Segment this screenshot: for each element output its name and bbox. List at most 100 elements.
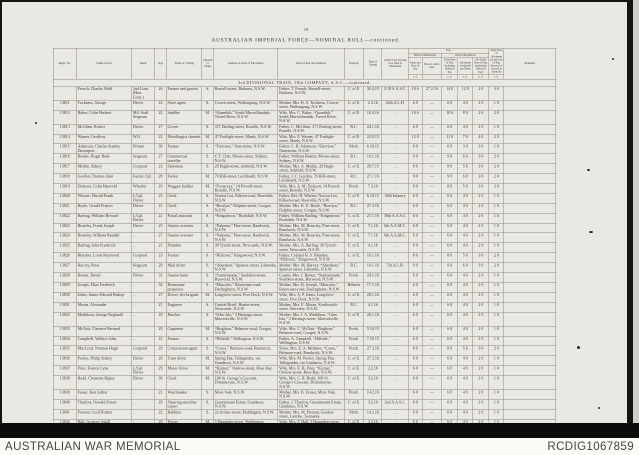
table-row: 13822 Barling, William Howard L/Cpl. Drive…	[52, 212, 556, 224]
cell-date_paid: —	[421, 193, 442, 204]
table-row: 13831 Moran, Alexander.. 21 Engineer S. Centr…	[52, 301, 556, 313]
cell-age: 28	[154, 173, 167, 184]
cell-allot: 6 0	[457, 173, 474, 184]
cell-daily: 6 0	[441, 375, 458, 390]
cell-unit: ..	[381, 252, 409, 263]
cell-address: “Rosslyn,” Dolphin-street, Coogee, N.S.W…	[213, 203, 279, 214]
cell-unit: ..	[381, 355, 409, 366]
cell-address: “Footscray,” 14 Powell-street, Rozelle, …	[213, 183, 279, 194]
cell-unit: 6th A.A.M.C.	[381, 232, 409, 244]
table-row: 13837 Prior, Francis Lyne L/Cpl. Driver 29 M…	[52, 365, 556, 376]
cell-net: 2 0	[472, 389, 490, 400]
cell-allot: 4 0	[457, 242, 474, 254]
cell-date: 3.2.16	[363, 399, 383, 410]
cell-rate: 6 0	[408, 399, 423, 410]
cell-rank: ..	[131, 335, 156, 347]
cell-rate: 8 6	[408, 252, 423, 263]
cell-remarks	[503, 399, 556, 410]
cell-net: 2 0	[472, 355, 490, 366]
cell-trade: Grocer	[166, 123, 203, 135]
page-number: 19	[303, 27, 309, 32]
cell-trade: Store agent	[166, 99, 203, 111]
cell-allot: 4 0	[457, 409, 474, 420]
cell-age: 25	[154, 193, 167, 204]
cell-daily: 6 0	[441, 212, 458, 224]
cell-religion: C. of E.	[343, 375, 365, 390]
cell-age: 20	[154, 325, 167, 337]
cell-age: 21	[154, 242, 167, 254]
cell-trade: Shearing-machine expert	[166, 399, 203, 410]
cell-date: 4.1.16	[363, 301, 383, 313]
cell-no: 13824	[52, 232, 77, 244]
scan-speck	[589, 231, 593, 233]
cell-address: Central Hotel, Hunter-street, Newcastle,…	[213, 301, 279, 313]
cell-age: 23	[154, 163, 167, 174]
cell-rank: Driver	[131, 222, 156, 234]
cell-daily: 6 0	[441, 409, 458, 420]
cell-allot: 3 0	[457, 143, 474, 155]
cell-net: 3 0	[472, 252, 490, 263]
cell-name: Warner, Geoffrey	[76, 133, 132, 145]
cell-date: 4.1.16	[363, 242, 383, 254]
scan-edge-top	[0, 0, 639, 2]
cell-rate: 6 0	[408, 123, 423, 135]
cell-ms: M.	[201, 183, 214, 194]
cell-religion: C. of E.	[343, 212, 365, 224]
cell-allot2: 1 0	[488, 355, 505, 366]
cell-date: 7.1.16	[363, 222, 383, 234]
cell-no: 13832	[52, 311, 77, 327]
cell-nok: Mother, Mrs. A. Meikle, 29 Hugh-street, …	[277, 163, 345, 174]
cell-allot: 4 0	[457, 292, 474, 303]
table-row: 13830 Johns, James Edward Bishop.. 27 Drive…	[52, 292, 556, 303]
cell-daily: 10 6	[441, 109, 458, 125]
cell-date_paid: —	[421, 99, 442, 111]
cell-address: “Mascotte,” Bayswater-road, Darlinghurst…	[213, 282, 279, 293]
cell-unit: 6th A.A.M.C.	[381, 222, 409, 234]
cell-nok: Father, A. Campbell, “Hillside,” Welling…	[277, 335, 345, 347]
cell-name: Gordon, Thomas Alan	[76, 173, 132, 184]
cell-net: 2 0	[472, 193, 490, 204]
cell-daily: 6 0	[441, 335, 458, 347]
cell-rate: 6 0	[408, 143, 423, 155]
cell-date_paid: —	[421, 173, 442, 184]
cell-date_paid: —	[421, 242, 442, 254]
cell-name: French, Charles Wald	[76, 85, 132, 101]
cell-date_paid: —	[421, 153, 442, 164]
cell-name: Joseph, Elias Frederick	[76, 282, 132, 293]
table-row: 13826 Blaydon, Louis Raymond Corporal 23 Far…	[52, 252, 556, 263]
cell-name: Fraser, Ken Arthur	[76, 389, 132, 400]
cell-address: “Corea,” Belmore-road, Randwick, N.S.W.	[213, 345, 279, 357]
cell-address: “Quambih,” South Murwillumbah, Tweed Riv…	[213, 109, 279, 125]
cell-daily: 8 6	[441, 163, 458, 174]
cell-age: 22	[154, 212, 167, 224]
cell-rank: W.O.	[131, 133, 156, 145]
cell-remarks	[503, 355, 556, 366]
cell-net: 2 0	[472, 325, 490, 337]
cell-age: 29	[154, 365, 167, 376]
cell-nok: Mother, Mrs. E. Moran, Kenilworth-street…	[277, 301, 345, 313]
cell-ms: S.	[201, 311, 214, 327]
cell-allot: 4 0	[457, 375, 474, 390]
cell-allot2: 2 0	[488, 183, 505, 194]
cell-religion: C. of E.	[343, 242, 365, 254]
cell-age: 21	[154, 203, 167, 214]
cell-rate: 9 0	[408, 153, 423, 164]
cell-rate: 6 0	[408, 375, 423, 390]
scan-speck	[598, 407, 600, 409]
cell-date_paid: —	[421, 399, 442, 410]
cell-trade: Salesman	[166, 163, 203, 174]
cell-trade: Farmer and grazier	[166, 85, 203, 101]
cell-name: Rodd, Clements Ripley	[76, 375, 132, 390]
cell-age: 27	[154, 153, 167, 164]
cell-allot2: 2 0	[488, 133, 505, 145]
cell-date_paid: —	[421, 163, 442, 174]
cell-date_paid: —	[421, 335, 442, 347]
cell-ms: M.	[201, 375, 214, 390]
cell-allot: 4 0	[457, 335, 474, 347]
table-row: 13840 Thurlow, Oswald Ernest.. 29 Shearing-…	[52, 399, 556, 410]
cell-allot: 6 0	[457, 262, 474, 273]
cell-name: Adamson, Charles Stanley Davenport	[76, 143, 132, 155]
cell-no: 13813	[52, 123, 77, 135]
cell-remarks	[503, 389, 556, 400]
cell-remarks	[503, 282, 556, 293]
